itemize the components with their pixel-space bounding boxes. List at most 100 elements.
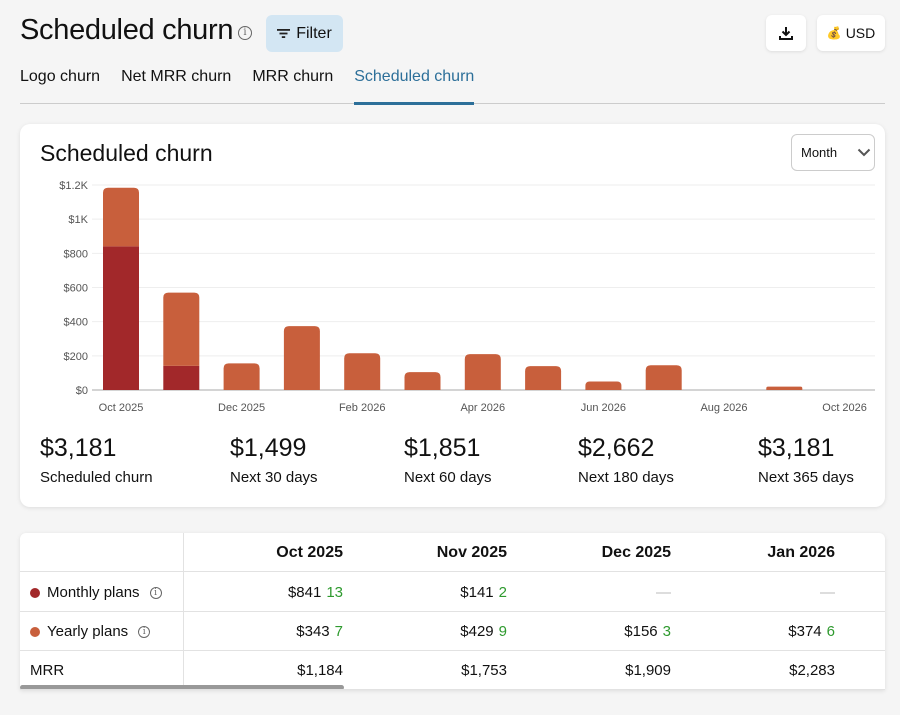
x-tick-label: Oct 2026 [822, 402, 867, 414]
currency-button[interactable]: 💰 USD [817, 15, 885, 51]
bar-group [766, 386, 803, 390]
y-tick-label: $1K [68, 214, 88, 226]
row-label-text: Monthly plans [47, 584, 140, 601]
tab-net-mrr-churn[interactable]: Net MRR churn [121, 68, 232, 85]
cell-value: $2,283 [789, 662, 835, 679]
filter-button[interactable]: Filter [266, 15, 343, 52]
bar-group [404, 372, 441, 390]
money-bag-icon: 💰 [826, 26, 842, 40]
cell-value: $841 [287, 584, 322, 601]
cell-count: 13 [326, 584, 343, 601]
cell-value: $374 [788, 623, 822, 640]
cell-value: $141 [460, 584, 494, 601]
download-button[interactable] [766, 15, 806, 51]
bar-yearly-plans[interactable] [404, 372, 441, 390]
period-select[interactable]: Month [791, 134, 875, 171]
info-icon[interactable]: i [149, 586, 162, 599]
bar-group [223, 363, 260, 390]
stat-label: Next 180 days [578, 469, 674, 486]
table-cell: — [820, 573, 835, 612]
period-select-value: Month [801, 145, 838, 160]
cell-count: 2 [498, 584, 507, 601]
table-row: Yearly plans i $343 7 $429 9 $156 3 $374 6 [20, 612, 885, 651]
bar-yearly-plans[interactable] [223, 363, 260, 390]
y-tick-label: $800 [64, 248, 88, 260]
table-cell: $141 2 [460, 573, 507, 612]
tab-mrr-churn[interactable]: MRR churn [252, 68, 334, 85]
stat-value: $2,662 [578, 434, 655, 462]
row-label: Monthly plans i [30, 573, 162, 612]
legend-dot [30, 626, 40, 637]
bar-yearly-plans[interactable] [103, 187, 139, 247]
cell-value: $1,753 [461, 662, 507, 679]
churn-table: Oct 2025 Nov 2025 Dec 2025 Jan 2026 Monthly … [20, 533, 885, 690]
row-label-text: Yearly plans [47, 623, 129, 640]
bar-yearly-plans[interactable] [344, 353, 381, 390]
cell-value: — [656, 584, 671, 601]
currency-label: USD [845, 25, 876, 41]
filter-label: Filter [296, 24, 332, 42]
bar-yearly-plans[interactable] [163, 292, 200, 366]
chevron-down-icon [857, 148, 871, 157]
stat-next-60: $1,851 Next 60 days [404, 434, 492, 486]
chart-card: Scheduled churn Month $0 $200 $400 $600 $800… [20, 124, 885, 507]
column-header: Nov 2025 [436, 544, 507, 561]
x-tick-label: Apr 2026 [460, 402, 505, 414]
cell-count: 6 [826, 623, 835, 640]
stat-value: $1,499 [230, 434, 307, 462]
x-tick-label: Jun 2026 [581, 402, 626, 414]
bar-monthly-plans[interactable] [163, 365, 200, 390]
horizontal-scrollbar[interactable] [20, 685, 344, 690]
stat-label: Next 365 days [758, 469, 854, 486]
table-cell: $156 3 [624, 612, 671, 651]
y-tick-label: $0 [76, 385, 88, 397]
column-header: Oct 2025 [276, 544, 343, 561]
y-tick-label: $400 [64, 317, 88, 329]
stat-scheduled-churn: $3,181 Scheduled churn [40, 434, 153, 486]
bar-monthly-plans[interactable] [103, 246, 139, 390]
bar-yearly-plans[interactable] [645, 365, 682, 390]
table-cell: $374 6 [788, 612, 835, 651]
row-label-text: MRR [30, 662, 65, 679]
bar-yearly-plans[interactable] [525, 366, 562, 390]
row-label: Yearly plans i [30, 612, 151, 651]
row-label: MRR [30, 651, 64, 690]
info-icon[interactable]: i [138, 625, 151, 638]
filter-icon [277, 29, 291, 38]
table-cell: $841 13 [288, 573, 343, 612]
bar-group [464, 354, 501, 390]
table-cell: — [656, 573, 671, 612]
y-tick-label: $1.2K [59, 180, 88, 192]
bar-yearly-plans[interactable] [464, 354, 501, 390]
bar-group [283, 326, 320, 390]
tab-bar: Logo churn Net MRR churn MRR churn Sched… [20, 66, 885, 105]
column-header: Jan 2026 [767, 544, 835, 561]
table-cell: $343 7 [296, 612, 343, 651]
download-icon [779, 27, 793, 40]
bar-group [645, 365, 682, 390]
tab-scheduled-churn[interactable]: Scheduled churn [354, 66, 475, 105]
bar-group [344, 353, 381, 390]
column-header: Dec 2025 [601, 544, 671, 561]
bar-yearly-plans[interactable] [766, 386, 803, 390]
x-tick-label: Oct 2025 [99, 402, 144, 414]
cell-value: $343 [296, 623, 330, 640]
bar-yearly-plans[interactable] [283, 326, 320, 390]
stat-value: $1,851 [404, 434, 481, 462]
stat-next-30: $1,499 Next 30 days [230, 434, 318, 486]
cell-value: $1,909 [625, 662, 671, 679]
tab-logo-churn[interactable]: Logo churn [20, 68, 101, 85]
table-cell: $429 9 [460, 612, 507, 651]
table-cell: $1,909 [625, 651, 671, 690]
bar-group [585, 381, 622, 390]
bar-yearly-plans[interactable] [585, 381, 622, 390]
stat-label: Scheduled churn [40, 469, 153, 486]
stat-value: $3,181 [758, 434, 835, 462]
cell-count: 3 [662, 623, 671, 640]
table-row: MRR $1,184 $1,753 $1,909 $2,283 [20, 651, 885, 690]
page-title: Scheduled churn [20, 14, 234, 46]
y-tick-label: $600 [64, 283, 88, 295]
y-tick-label: $200 [64, 351, 88, 363]
table-header-row: Oct 2025 Nov 2025 Dec 2025 Jan 2026 [20, 533, 885, 572]
info-icon[interactable]: i [238, 26, 252, 40]
